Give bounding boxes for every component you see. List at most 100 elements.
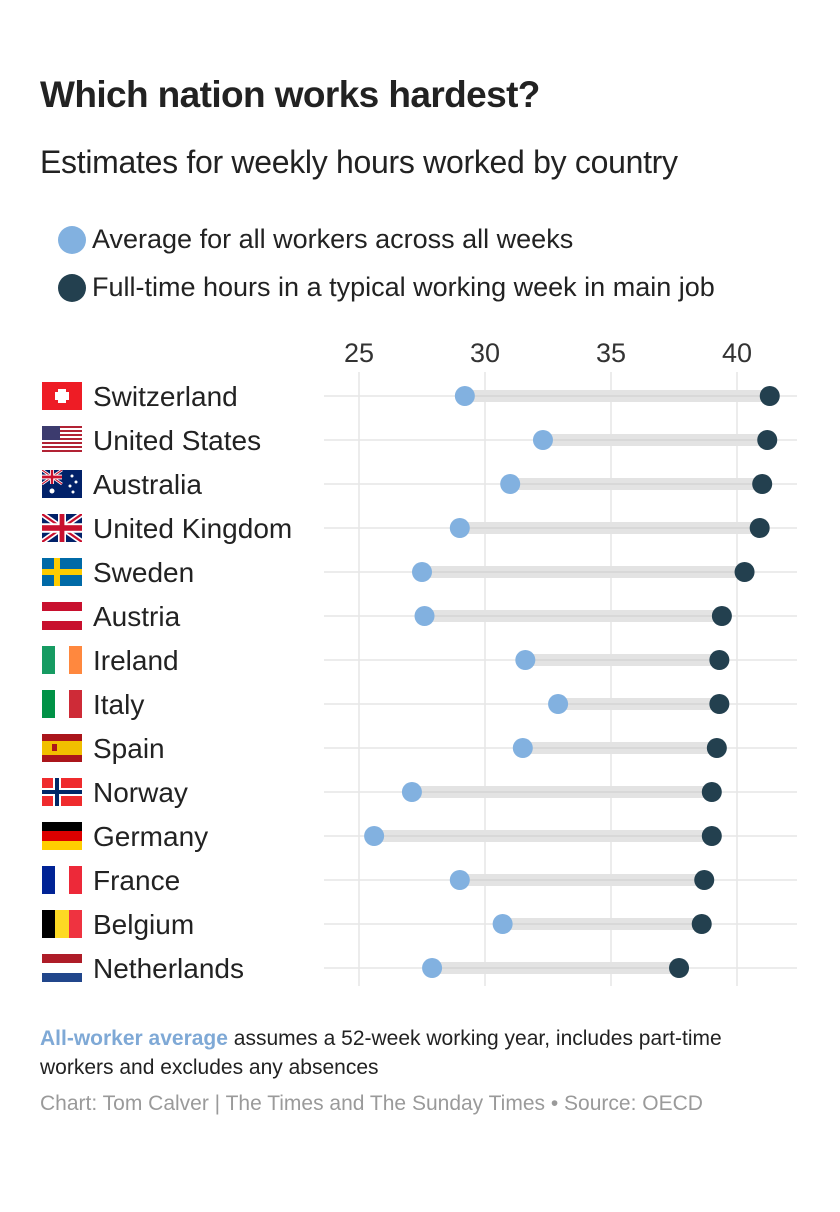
flag-ireland-icon	[42, 646, 82, 674]
dot-average	[449, 870, 470, 890]
flag-switzerland-icon	[42, 382, 82, 410]
x-tick-label: 30	[470, 338, 500, 368]
dot-fulltime	[709, 694, 730, 714]
flag-body	[42, 690, 82, 718]
flag-body	[42, 910, 82, 938]
legend-dot-average-icon	[58, 225, 86, 254]
chart-row: Italy	[42, 689, 797, 720]
dot-fulltime	[734, 562, 755, 582]
dot-fulltime	[701, 782, 722, 802]
legend-label-average: Average for all workers across all weeks	[92, 224, 574, 254]
grid	[358, 372, 738, 986]
dot-average	[422, 958, 443, 978]
flag-netherlands-icon	[42, 954, 82, 982]
country-label: Spain	[93, 733, 165, 764]
chart-row: Germany	[42, 821, 797, 852]
x-tick-label: 25	[344, 338, 374, 368]
footnote: All-worker average assumes a 52-week wor…	[40, 1024, 780, 1082]
dot-fulltime	[694, 870, 715, 890]
flag-body	[42, 954, 82, 982]
chart-row: Switzerland	[42, 381, 797, 412]
dot-average	[500, 474, 521, 494]
chart-row: Austria	[42, 601, 797, 632]
legend-item-average: Average for all workers across all weeks	[58, 224, 573, 255]
dot-average	[548, 694, 569, 714]
chart-title: Which nation works hardest?	[40, 74, 540, 115]
chart-row: France	[42, 865, 797, 896]
country-label: United Kingdom	[93, 513, 292, 544]
chart-row: United States	[42, 425, 797, 456]
dot-average	[401, 782, 422, 802]
flag-austria-icon	[42, 602, 82, 630]
chart-row: Norway	[42, 777, 797, 808]
dot-fulltime	[757, 430, 778, 450]
flag-united-kingdom-icon	[42, 514, 82, 542]
flag-body	[42, 382, 82, 410]
country-label: Italy	[93, 689, 144, 720]
flag-body	[42, 646, 82, 674]
legend-dot-fulltime-icon	[58, 273, 86, 302]
flag-italy-icon	[42, 690, 82, 718]
country-label: Germany	[93, 821, 208, 852]
dot-fulltime	[749, 518, 770, 538]
flag-australia-icon	[42, 470, 82, 498]
flag-body	[42, 470, 82, 498]
country-label: Netherlands	[93, 953, 244, 984]
country-label: Sweden	[93, 557, 194, 588]
country-label: United States	[93, 425, 261, 456]
flag-germany-icon	[42, 822, 82, 850]
legend-item-fulltime: Full-time hours in a typical working wee…	[58, 272, 715, 303]
flag-norway-icon	[42, 778, 82, 806]
flag-body	[42, 734, 82, 762]
dot-average	[515, 650, 536, 670]
country-label: Belgium	[93, 909, 194, 940]
dot-average	[414, 606, 435, 626]
chart-row: Ireland	[42, 645, 797, 676]
x-axis: 25 30 35 40	[344, 338, 752, 368]
country-label: Norway	[93, 777, 188, 808]
chart-subtitle: Estimates for weekly hours worked by cou…	[40, 144, 678, 180]
dot-average	[449, 518, 470, 538]
footnote-text: assumes a 52-week working year, includes…	[40, 1027, 722, 1079]
dot-fulltime	[669, 958, 690, 978]
flag-body	[42, 514, 82, 542]
dot-fulltime	[701, 826, 722, 846]
dot-fulltime	[709, 650, 730, 670]
flag-body	[42, 866, 82, 894]
country-label: Austria	[93, 601, 181, 632]
country-label: Switzerland	[93, 381, 238, 412]
dot-average	[364, 826, 385, 846]
dot-fulltime	[711, 606, 732, 626]
chart-row: Sweden	[42, 557, 797, 588]
flag-belgium-icon	[42, 910, 82, 938]
country-label: France	[93, 865, 180, 896]
dot-average	[512, 738, 533, 758]
dot-fulltime	[759, 386, 780, 406]
country-label: Ireland	[93, 645, 179, 676]
flag-body	[42, 822, 82, 850]
footnote-highlight: All-worker average	[40, 1027, 228, 1050]
dot-average	[492, 914, 513, 934]
legend-label-fulltime: Full-time hours in a typical working wee…	[92, 272, 715, 302]
x-tick-label: 35	[596, 338, 626, 368]
dot-average	[532, 430, 553, 450]
country-label: Australia	[93, 469, 202, 500]
dot-average	[412, 562, 432, 582]
dot-average	[454, 386, 475, 406]
flag-body	[42, 778, 82, 806]
source-credit: Chart: Tom Calver | The Times and The Su…	[40, 1092, 703, 1115]
chart-row: Belgium	[42, 909, 797, 940]
chart-row: Spain	[42, 733, 797, 764]
rows: Switzerland United States Australia United …	[42, 381, 797, 984]
dot-fulltime	[752, 474, 773, 494]
chart-row: Australia	[42, 469, 797, 500]
flag-spain-icon	[42, 734, 82, 762]
chart-row: United Kingdom	[42, 513, 797, 544]
x-tick-label: 40	[722, 338, 752, 368]
flag-united-states-icon	[42, 426, 82, 454]
dot-fulltime	[691, 914, 712, 934]
flag-body	[42, 426, 82, 454]
flag-france-icon	[42, 866, 82, 894]
dot-fulltime	[706, 738, 727, 758]
